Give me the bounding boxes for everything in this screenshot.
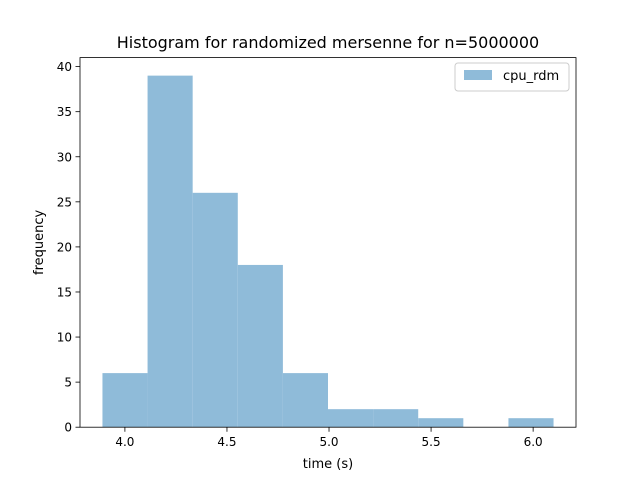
legend-swatch [464, 70, 492, 80]
histogram-bar [102, 373, 148, 428]
x-axis-label: time (s) [303, 457, 353, 472]
y-tick-label: 40 [57, 60, 72, 74]
histogram-bar [328, 409, 374, 428]
histogram-bar [192, 192, 238, 428]
y-tick-label: 10 [57, 331, 72, 345]
x-tick-label: 5.0 [319, 435, 338, 449]
histogram-bar [418, 418, 464, 428]
x-ticks-group: 4.0 4.5 5.0 5.5 6.0 [115, 427, 543, 449]
bars-group [102, 75, 554, 428]
y-tick-label: 25 [57, 195, 72, 209]
histogram-bar [147, 75, 193, 428]
x-tick-label: 5.5 [422, 435, 441, 449]
chart-title: Histogram for randomized mersenne for n=… [117, 33, 539, 52]
y-tick-label: 15 [57, 285, 72, 299]
y-tick-label: 5 [64, 376, 72, 390]
legend: cpu_rdm [454, 62, 570, 92]
y-ticks-group: 0 5 10 15 20 25 30 35 40 [57, 60, 80, 435]
y-tick-label: 30 [57, 150, 72, 164]
histogram-bar [237, 264, 283, 428]
x-tick-label: 6.0 [524, 435, 543, 449]
histogram-bar [508, 418, 554, 428]
x-tick-label: 4.5 [217, 435, 236, 449]
histogram-bar [282, 373, 328, 428]
y-tick-label: 0 [64, 421, 72, 435]
x-tick-label: 4.0 [115, 435, 134, 449]
y-tick-label: 20 [57, 240, 72, 254]
y-axis-label: frequency [32, 209, 47, 275]
plot-frame [79, 57, 577, 428]
legend-label: cpu_rdm [503, 69, 559, 84]
y-tick-label: 35 [57, 105, 72, 119]
histogram-bar [373, 409, 419, 428]
